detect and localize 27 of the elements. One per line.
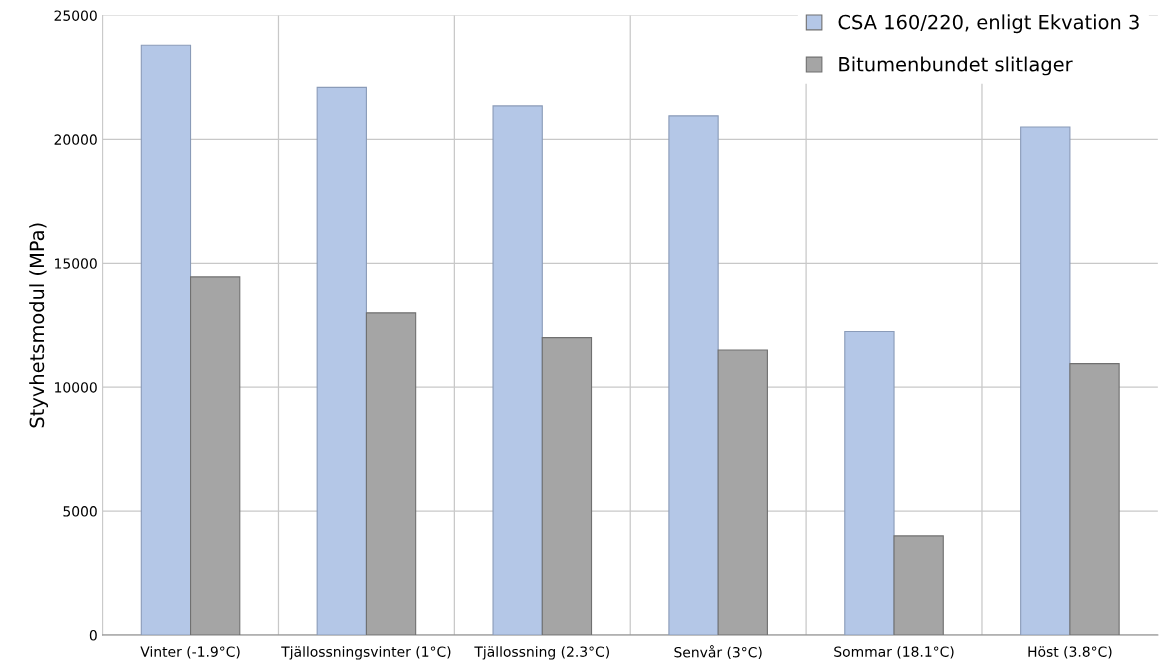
bar (316, 86, 367, 636)
bar (844, 330, 895, 636)
bar (1069, 363, 1120, 636)
x-tick-label: Tjällossning (2.3°C) (474, 646, 609, 660)
y-tick-label: 20000 (54, 134, 97, 145)
bar (140, 44, 192, 636)
y-tick-label: 25000 (54, 10, 97, 21)
y-tick-label: 15000 (55, 258, 97, 269)
x-tick-label: Sommar (18.1°C) (834, 646, 954, 659)
x-tick-label: Tjällossningsvinter (1°C) (281, 646, 451, 660)
bar (1020, 126, 1071, 636)
y-tick-label: 10000 (55, 382, 97, 393)
bar (492, 105, 543, 636)
legend-label: Bitumenbundet slitlager (839, 56, 1073, 76)
bar (189, 276, 241, 636)
y-tick-label: 0 (89, 630, 97, 641)
x-tick-label: Höst (3.8°C) (1028, 646, 1112, 659)
legend-label: CSA 160/220, enligt Ekvation 3 (838, 14, 1139, 34)
x-tick-label: Senvår (3°C) (674, 645, 762, 660)
bar (365, 312, 417, 636)
y-tick-label: 5000 (63, 506, 97, 517)
y-axis-title: Styvhetsmodul (MPa) (29, 223, 49, 428)
bar (668, 115, 719, 636)
bar (717, 349, 768, 636)
bar (541, 337, 593, 636)
x-tick-label: Vinter (-1.9°C) (140, 646, 240, 659)
bar (893, 535, 944, 636)
